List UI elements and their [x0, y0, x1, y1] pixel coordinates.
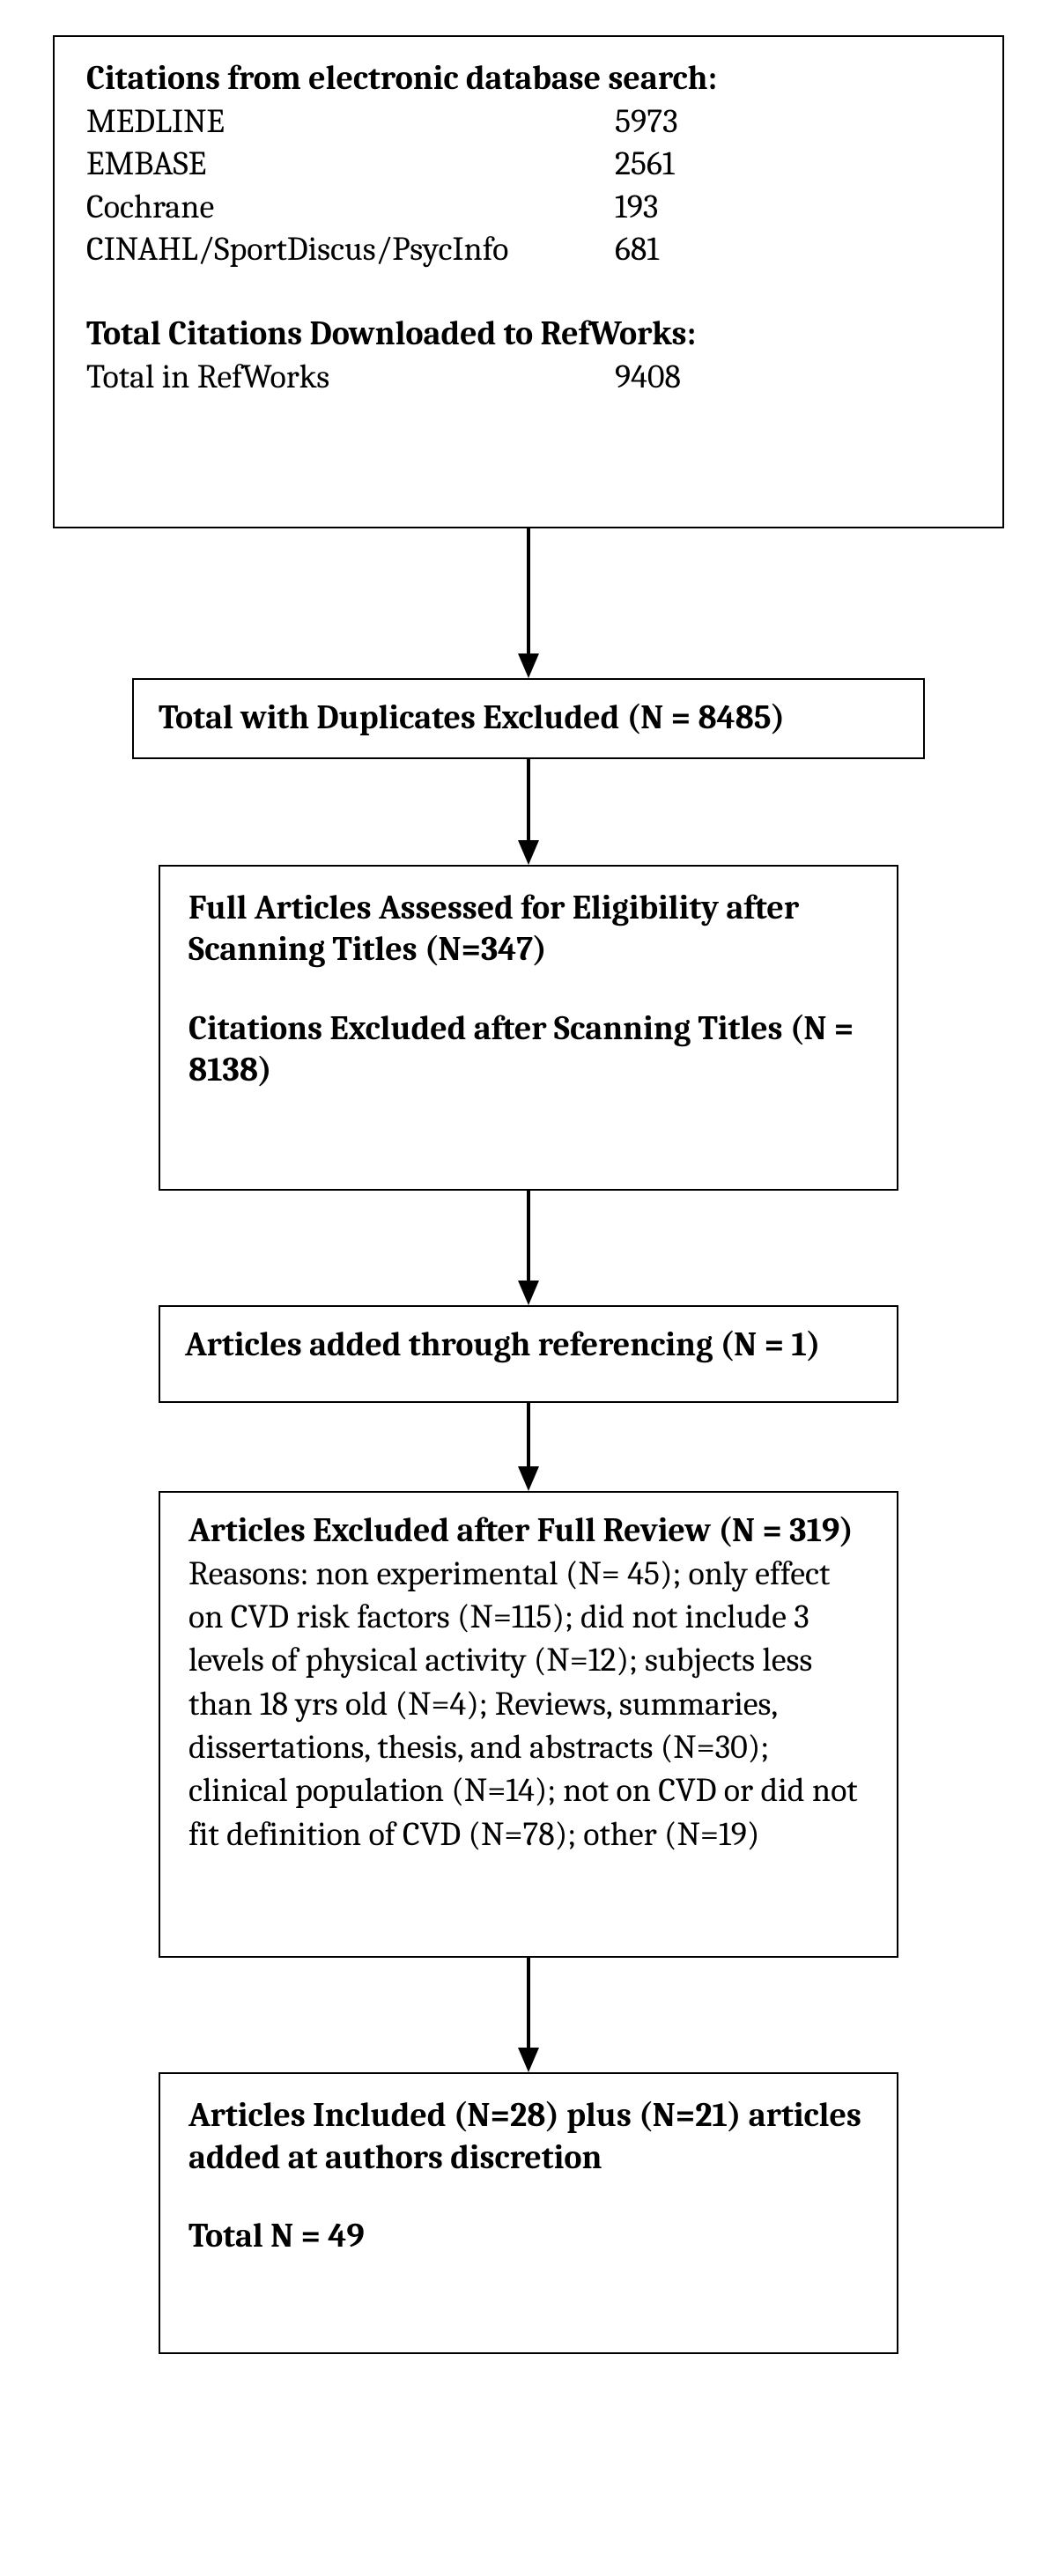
label-embase: EMBASE [86, 143, 615, 186]
row-embase: EMBASE 2561 [86, 143, 971, 186]
label-medline: MEDLINE [86, 100, 615, 144]
spacer [188, 2179, 869, 2216]
value-cochrane: 193 [615, 186, 658, 229]
spacer [188, 971, 869, 1008]
value-total-refworks: 9408 [615, 356, 681, 399]
label-total-refworks: Total in RefWorks [86, 356, 615, 399]
heading-citations-excluded-titles: Citations Excluded after Scanning Titles… [188, 1008, 869, 1092]
row-cochrane: Cochrane 193 [86, 186, 971, 229]
value-embase: 2561 [615, 143, 675, 186]
text-exclusion-reasons: Reasons: non experimental (N= 45); only … [188, 1553, 869, 1857]
heading-articles-added-referencing: Articles added through referencing (N = … [185, 1325, 872, 1367]
label-cinahl: CINAHL/SportDiscus/PsycInfo [86, 228, 615, 271]
arrow-5 [502, 1958, 555, 2072]
spacer [86, 271, 971, 314]
box-full-articles-assessed: Full Articles Assessed for Eligibility a… [159, 865, 898, 1191]
row-medline: MEDLINE 5973 [86, 100, 971, 144]
heading-total-downloaded: Total Citations Downloaded to RefWorks: [86, 314, 971, 356]
heading-articles-included: Articles Included (N=28) plus (N=21) art… [188, 2095, 869, 2179]
heading-total-included: Total N = 49 [188, 2216, 869, 2258]
arrow-3 [502, 1191, 555, 1305]
box-citations-sources: Citations from electronic database searc… [53, 35, 1004, 528]
heading-articles-excluded-full-review: Articles Excluded after Full Review (N =… [188, 1510, 869, 1553]
box-duplicates-excluded: Total with Duplicates Excluded (N = 8485… [132, 678, 925, 759]
box-articles-excluded-full-review: Articles Excluded after Full Review (N =… [159, 1491, 898, 1958]
box-articles-included: Articles Included (N=28) plus (N=21) art… [159, 2072, 898, 2354]
row-total-refworks: Total in RefWorks 9408 [86, 356, 971, 399]
flowchart-container: Citations from electronic database searc… [0, 0, 1057, 2425]
row-cinahl: CINAHL/SportDiscus/PsycInfo 681 [86, 228, 971, 271]
value-medline: 5973 [615, 100, 678, 144]
arrow-2 [502, 759, 555, 865]
heading-full-articles-assessed: Full Articles Assessed for Eligibility a… [188, 888, 869, 971]
heading-citations-search: Citations from electronic database searc… [86, 58, 971, 100]
heading-duplicates-excluded: Total with Duplicates Excluded (N = 8485… [159, 698, 898, 740]
box-articles-added-referencing: Articles added through referencing (N = … [159, 1305, 898, 1404]
label-cochrane: Cochrane [86, 186, 615, 229]
arrow-1 [502, 528, 555, 678]
arrow-4 [502, 1403, 555, 1491]
value-cinahl: 681 [615, 228, 659, 271]
